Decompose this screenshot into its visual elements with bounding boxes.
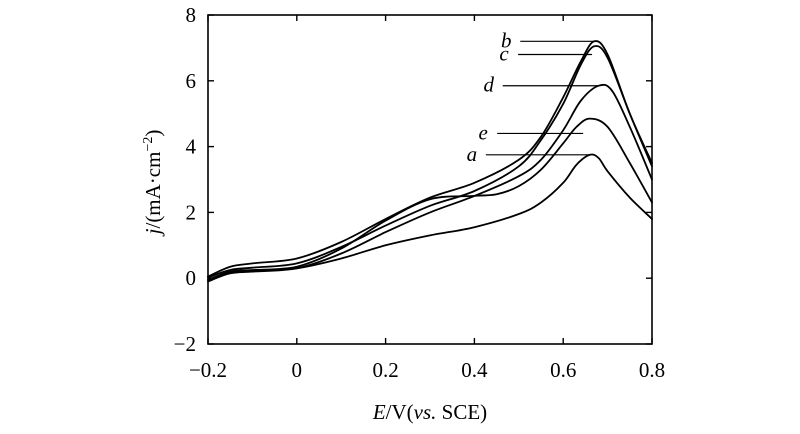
y-tick-label: 0 [186,266,197,290]
axes: −0.2 0 0.2 0.4 0.6 0.8 −2 0 2 4 6 8 [174,3,665,382]
x-tick-label: 0.4 [461,358,488,382]
curve-label-d: d [483,73,494,97]
y-axis-title: j/(mA·cm−2) [141,130,165,238]
y-tick-label: −2 [174,332,196,356]
x-axis-title: E/V(vs. SCE) [372,400,487,424]
x-tick-label: 0.6 [550,358,576,382]
curve-label-c: c [499,41,509,65]
x-tick-label: 0.8 [639,358,665,382]
x-tick-label: 0 [292,358,303,382]
plot-frame [207,14,653,345]
y-tick-label: 8 [186,3,197,27]
series-line-b [207,40,653,278]
curve-label-b: b [501,28,512,52]
x-tick-label: −0.2 [189,358,227,382]
series-line-e [207,117,653,281]
x-tick-label: 0.2 [372,358,398,382]
curve-label-e: e [479,120,488,144]
y-tick-label: 2 [186,200,197,224]
y-tick-label: 6 [186,69,197,93]
series-line-d [207,83,653,281]
curve-label-a: a [467,142,478,166]
y-tick-label: 4 [186,135,197,159]
series-line-c [207,45,653,279]
